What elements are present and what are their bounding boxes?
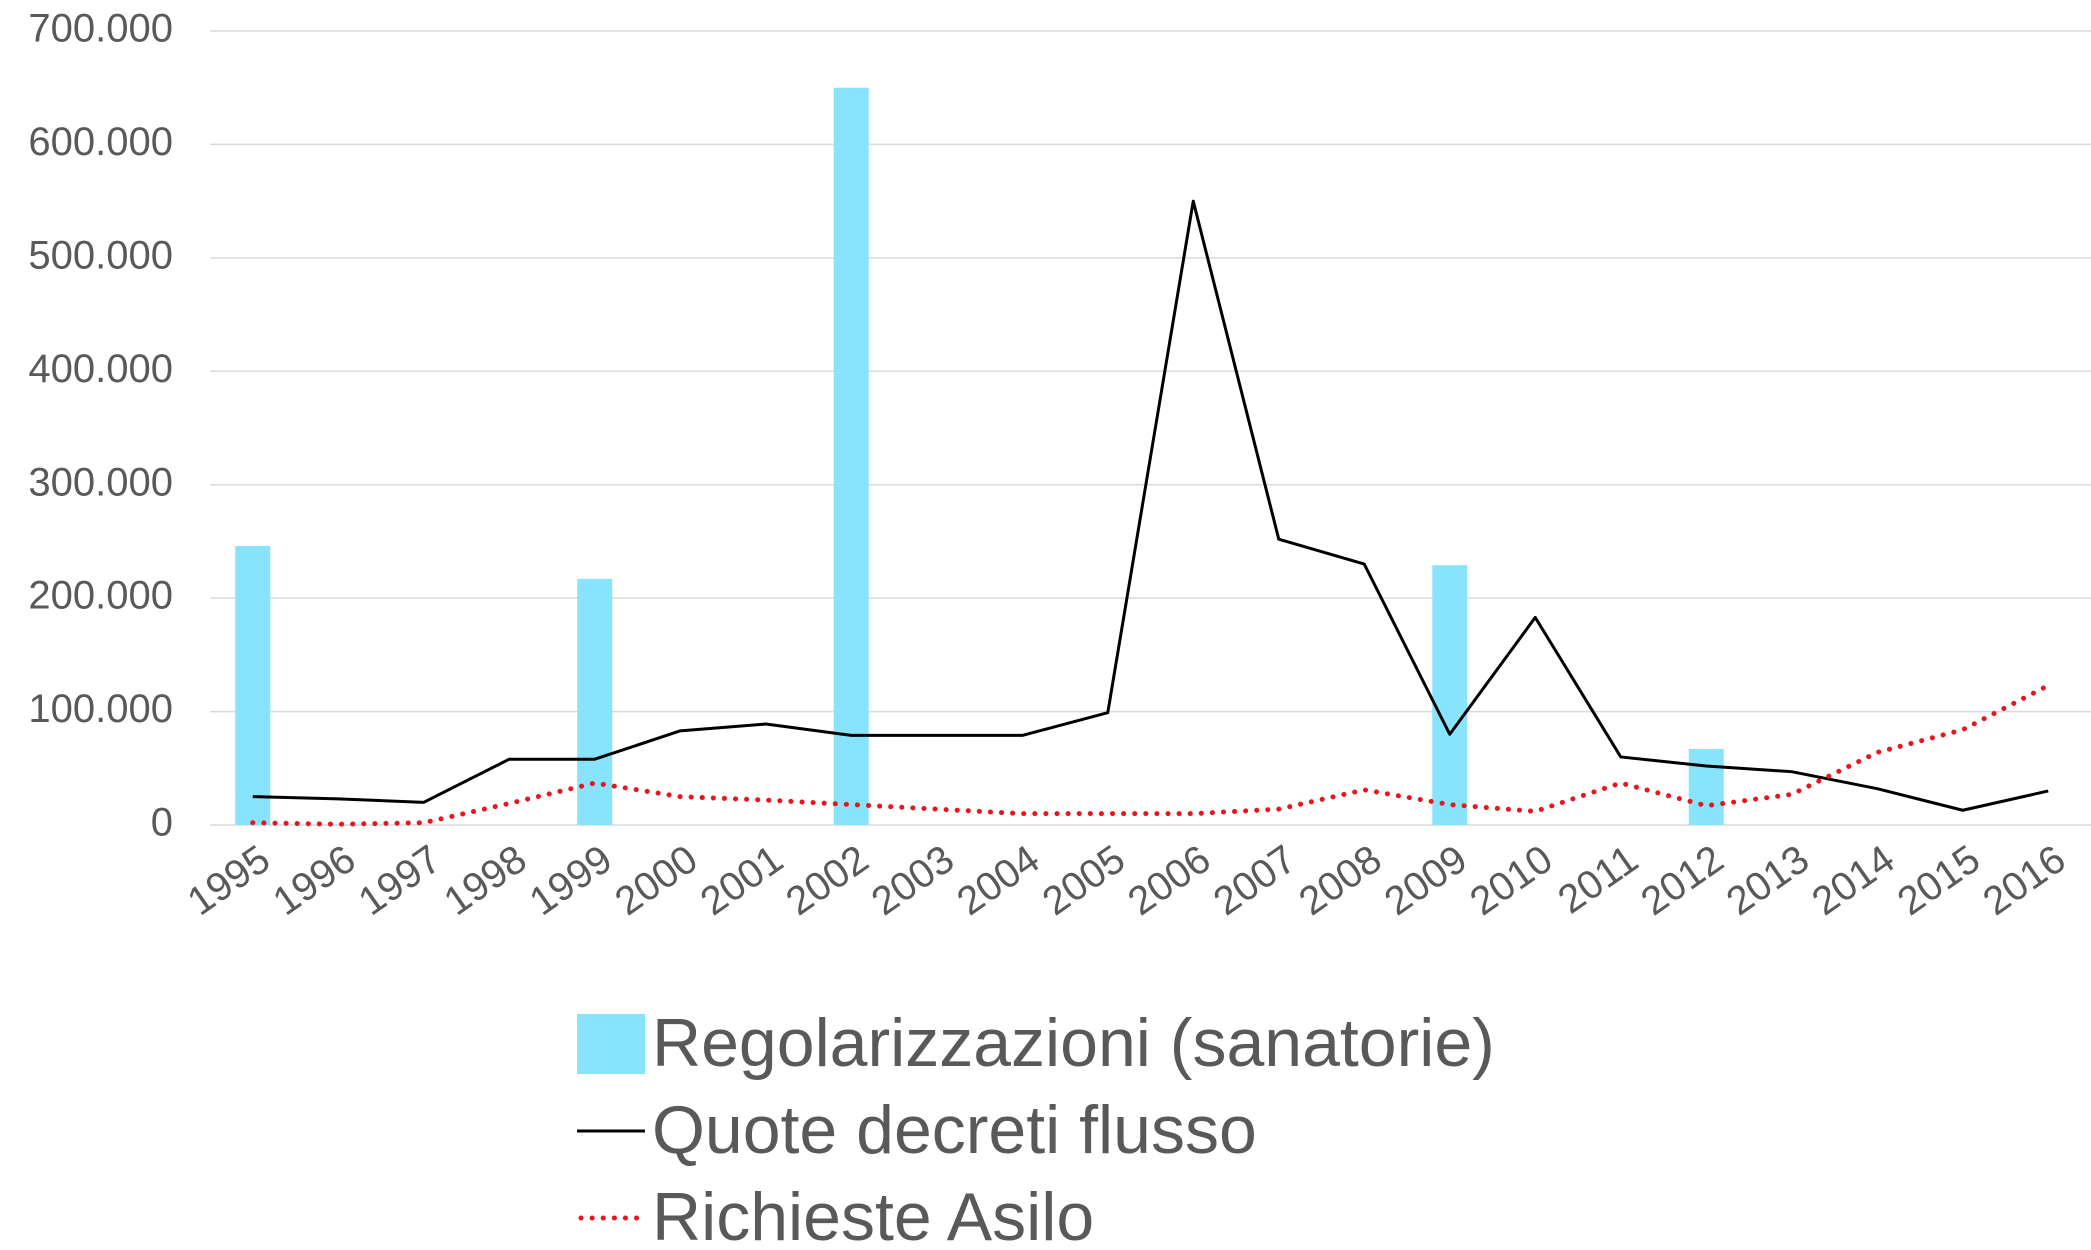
legend-item: Quote decreti flusso: [577, 1092, 1257, 1168]
x-tick-label: 2015: [1890, 837, 1988, 924]
x-tick-label: 2001: [693, 837, 791, 924]
x-tick-label: 2010: [1462, 837, 1560, 924]
legend-label: Regolarizzazioni (sanatorie): [652, 1005, 1495, 1081]
x-tick-label: 1998: [436, 837, 534, 924]
x-tick-label: 2004: [949, 837, 1047, 924]
legend-item: Richieste Asilo: [578, 1179, 1094, 1250]
x-tick-label: 1997: [351, 837, 449, 924]
y-tick-label: 0: [151, 801, 173, 845]
bar: [833, 87, 869, 825]
x-tick-label: 2008: [1291, 837, 1389, 924]
y-tick-label: 700.000: [28, 7, 173, 51]
x-tick-label: 1996: [265, 837, 363, 924]
line-series: [250, 682, 2051, 827]
x-tick-label: 2003: [864, 837, 962, 924]
y-tick-label: 600.000: [28, 120, 173, 164]
x-tick-label: 2005: [1035, 837, 1133, 924]
x-tick-label: 2016: [1975, 837, 2073, 924]
legend-item: Regolarizzazioni (sanatorie): [577, 1005, 1495, 1081]
x-tick-label: 2000: [607, 837, 705, 924]
x-tick-label: 2012: [1633, 837, 1731, 924]
x-tick-label: 1999: [522, 837, 620, 924]
y-tick-label: 400.000: [28, 347, 173, 391]
legend-swatch: [577, 1014, 645, 1074]
legend-label: Quote decreti flusso: [652, 1092, 1257, 1168]
x-tick-label: 1995: [180, 837, 278, 924]
x-tick-label: 2006: [1120, 837, 1218, 924]
x-tick-label: 2013: [1719, 837, 1817, 924]
x-tick-label: 2011: [1550, 837, 1646, 922]
x-tick-label: 2007: [1206, 837, 1304, 924]
x-tick-label: 2014: [1804, 837, 1902, 924]
y-tick-label: 100.000: [28, 687, 173, 731]
y-tick-label: 200.000: [28, 574, 173, 618]
y-tick-label: 300.000: [28, 460, 173, 504]
y-tick-label: 500.000: [28, 233, 173, 277]
legend-label: Richieste Asilo: [652, 1179, 1094, 1250]
bar: [235, 545, 271, 825]
x-tick-label: 2002: [778, 837, 876, 924]
bar: [1432, 565, 1468, 825]
x-tick-label: 2009: [1377, 837, 1475, 924]
bar: [1688, 749, 1724, 825]
line-series: [252, 199, 2049, 812]
